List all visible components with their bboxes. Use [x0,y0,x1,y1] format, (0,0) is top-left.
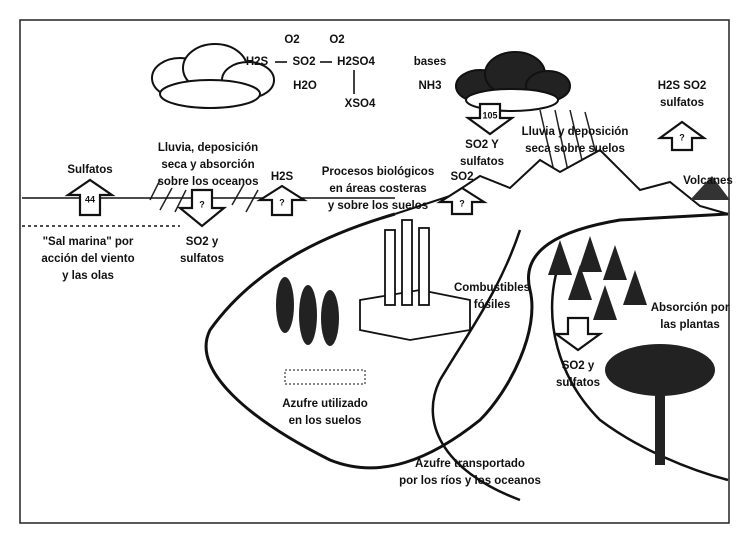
label: y sobre los suelos [328,200,428,212]
labels: H2S SO2 sulfatos Lluvia, deposición seca y … [41,80,732,487]
label: en áreas costeras [329,183,426,195]
trees [276,236,715,465]
arrow-label: ? [279,197,285,207]
label: Azufre transportado [415,458,525,470]
arrow-label: ? [679,132,685,142]
formula: H2O [293,80,317,92]
label: Lluvia y deposición [522,126,629,138]
label: sulfatos [460,156,504,168]
label: sulfatos [180,253,224,265]
formula: bases [414,56,447,68]
coast [204,212,729,470]
label: seca y absorción [161,159,254,171]
formula: H2S [246,56,269,68]
field [284,369,366,385]
formula: H2SO4 [337,56,375,68]
label: Azufre utilizado [282,398,368,410]
label: y las olas [62,270,114,282]
label: SO2 y [186,236,219,248]
cloud [151,43,275,109]
label: SO2 [450,171,473,183]
label: Procesos biológicos [322,166,434,178]
cloud [455,51,571,112]
river [431,229,522,502]
label: Sulfatos [67,164,112,176]
arrow-label: 44 [85,194,95,204]
label: en los suelos [289,415,362,427]
volcano [690,176,730,200]
label: por los ríos y los oceanos [399,475,541,487]
down-arrow [176,188,228,228]
label: las plantas [660,319,719,331]
up-arrow [64,178,116,217]
label: H2S SO2 [658,80,707,92]
up-arrow [656,120,708,152]
label: sulfatos [660,97,704,109]
arrow-label: ? [199,199,205,209]
formula: O2 [329,34,344,46]
formula: XSO4 [345,98,376,110]
label: sulfatos [556,377,600,389]
river-bank [550,259,729,482]
arrow-label: 105 [482,110,497,120]
frame [19,19,730,524]
up-arrow [256,184,308,217]
mountains [394,148,729,215]
formula: O2 [284,34,299,46]
label: SO2 Y [465,139,499,151]
label: H2S [271,171,294,183]
formula: SO2 [292,56,315,68]
arrow-label: ? [459,198,465,208]
formula: NH3 [418,80,441,92]
down-arrow [552,316,604,352]
label: acción del viento [41,253,134,265]
label: Volcanes [683,175,733,187]
label: fósiles [474,299,510,311]
reaction-arrows [275,61,355,94]
up-arrow [436,186,488,216]
down-arrow [464,102,516,136]
label: "Sal marina" por [43,236,134,248]
label: seca sobre suelos [525,143,625,155]
factory [359,219,471,341]
label: Absorción por [651,302,730,314]
label: sobre los oceanos [158,176,259,188]
label: SO2 y [562,360,595,372]
label: Combustibles [454,282,530,294]
label: Lluvia, deposición [158,142,258,154]
